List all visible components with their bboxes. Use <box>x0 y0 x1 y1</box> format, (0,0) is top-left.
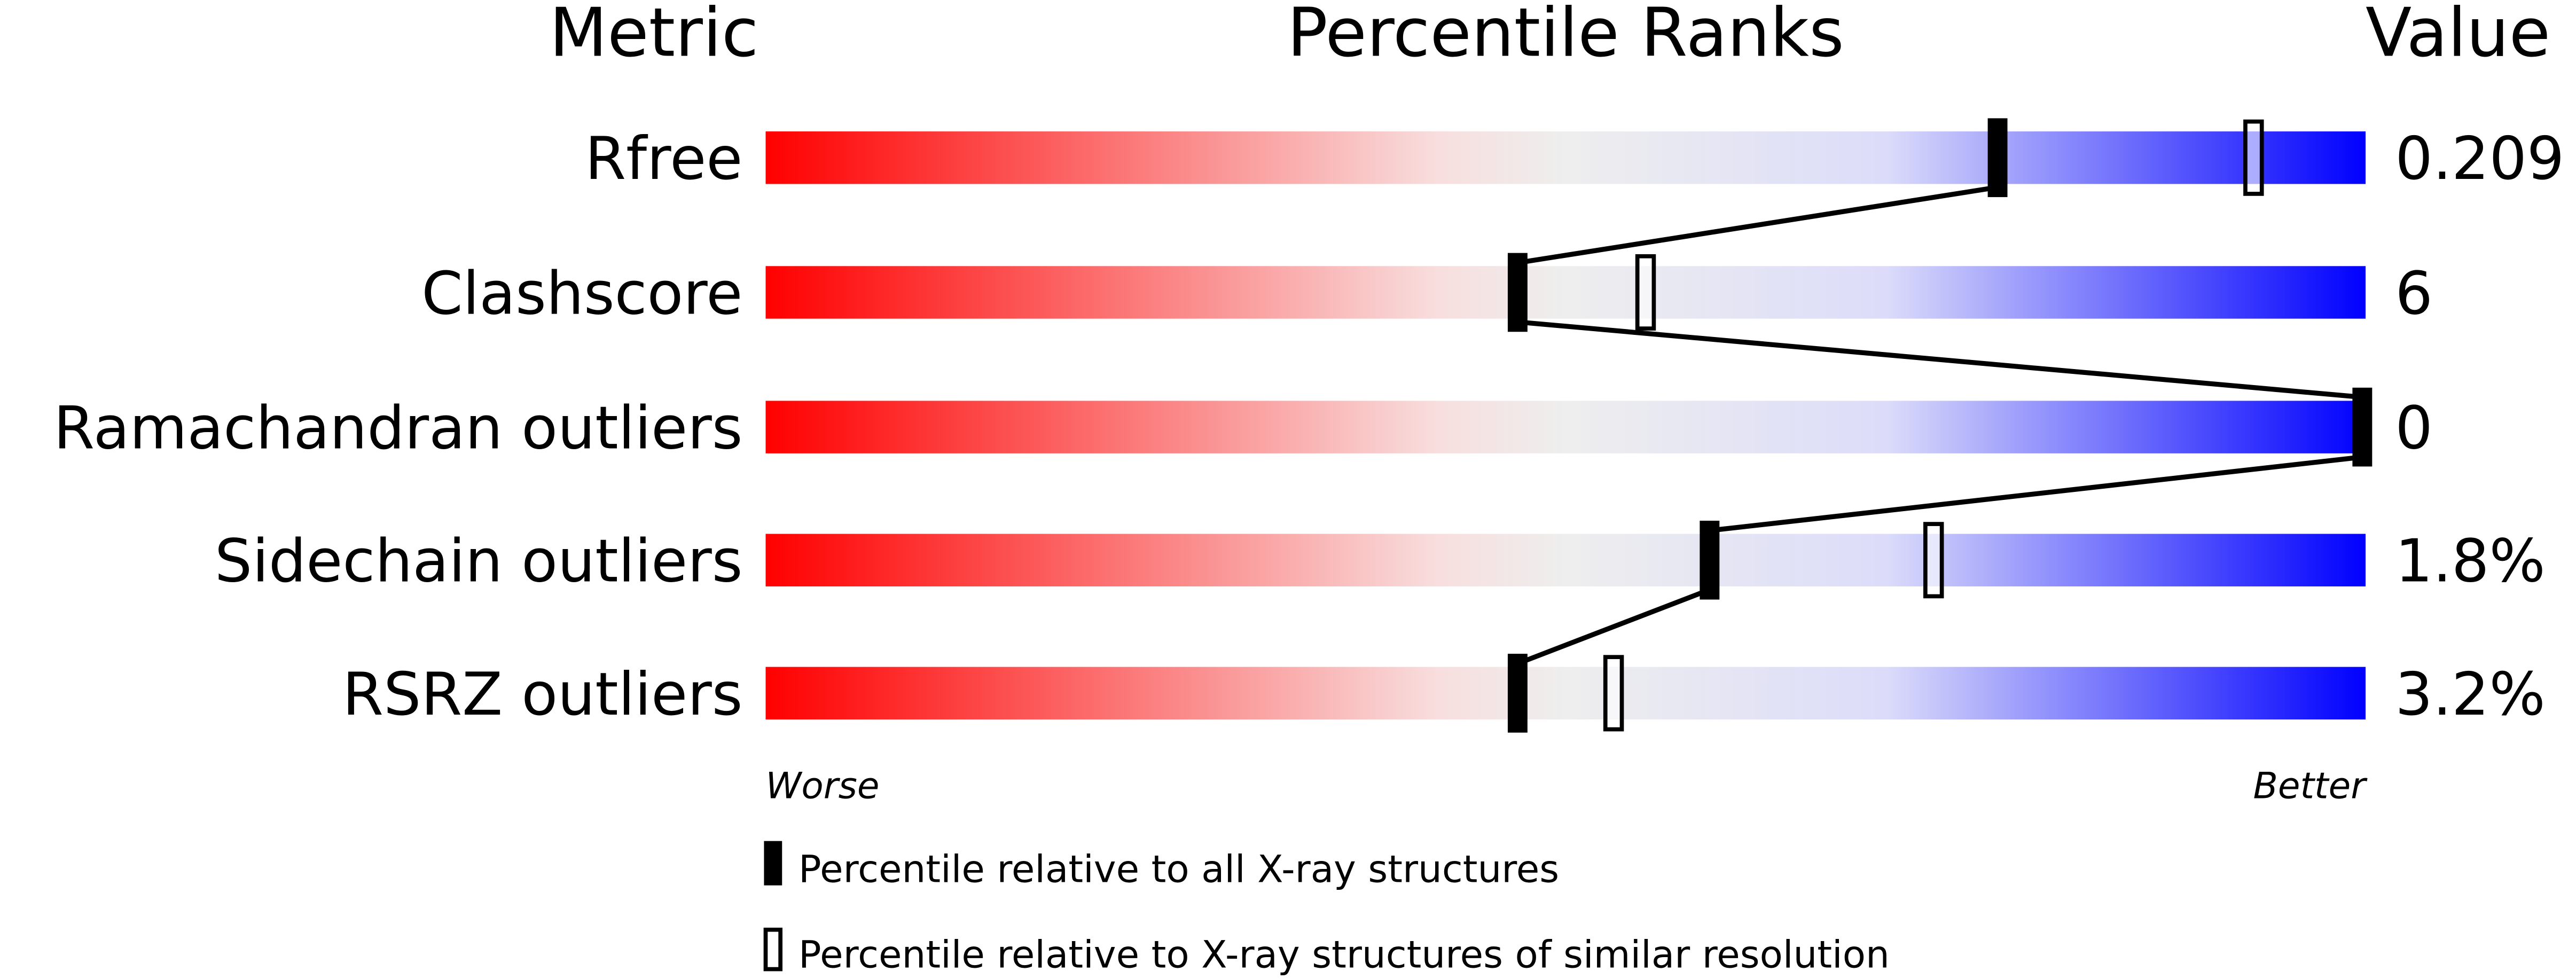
metric-label: Rfree <box>585 124 742 193</box>
metric-row-ramachandran-outliers: Ramachandran outliers 0 <box>53 394 2433 463</box>
header-percentile-ranks: Percentile Ranks <box>1287 0 1844 72</box>
marker-similar-resolution <box>1635 254 1656 331</box>
marker-all-structures <box>1700 520 1720 600</box>
metric-value: 3.2% <box>2395 660 2545 729</box>
marker-all-structures <box>1987 118 2008 198</box>
metric-row-sidechain-outliers: Sidechain outliers 1.8% <box>215 527 2546 596</box>
marker-all-structures <box>2352 387 2373 467</box>
legend-open-marker-icon <box>763 927 783 972</box>
metric-label: RSRZ outliers <box>342 660 742 729</box>
legend-filled-marker-icon <box>764 841 782 886</box>
metric-row-rsrz-outliers: RSRZ outliers 3.2% <box>342 660 2545 729</box>
percentile-bar <box>765 131 2366 184</box>
metric-value: 1.8% <box>2395 527 2545 596</box>
percentile-bar <box>765 401 2366 453</box>
axis-label-worse: Worse <box>765 765 879 807</box>
connector-line <box>1709 454 2366 533</box>
metric-label: Sidechain outliers <box>215 527 743 596</box>
marker-similar-resolution <box>1923 522 1944 599</box>
metric-value: 6 <box>2395 259 2432 328</box>
connector-line <box>1517 185 1998 265</box>
percentile-bar <box>765 266 2366 319</box>
marker-similar-resolution <box>1603 655 1624 732</box>
header-value: Value <box>2366 0 2550 72</box>
metric-value: 0 <box>2395 394 2432 463</box>
marker-all-structures <box>1507 253 1528 332</box>
metric-label: Ramachandran outliers <box>53 394 742 463</box>
metric-label: Clashscore <box>421 259 742 328</box>
metric-row-clashscore: Clashscore 6 <box>421 259 2433 328</box>
connector-line <box>1516 587 1711 666</box>
percentile-bar <box>765 667 2366 720</box>
connector-line <box>1517 319 2366 400</box>
marker-similar-resolution <box>2243 119 2264 196</box>
header-metric: Metric <box>549 0 758 72</box>
legend-similar-resolution: Percentile relative to X-ray structures … <box>798 932 1890 976</box>
metric-value: 0.209 <box>2395 124 2564 193</box>
legend-all-structures: Percentile relative to all X-ray structu… <box>798 847 1559 891</box>
percentile-bar <box>765 534 2366 586</box>
axis-label-better: Better <box>2253 765 2368 807</box>
metric-row-rfree: Rfree 0.209 <box>585 124 2564 193</box>
marker-all-structures <box>1507 654 1528 733</box>
